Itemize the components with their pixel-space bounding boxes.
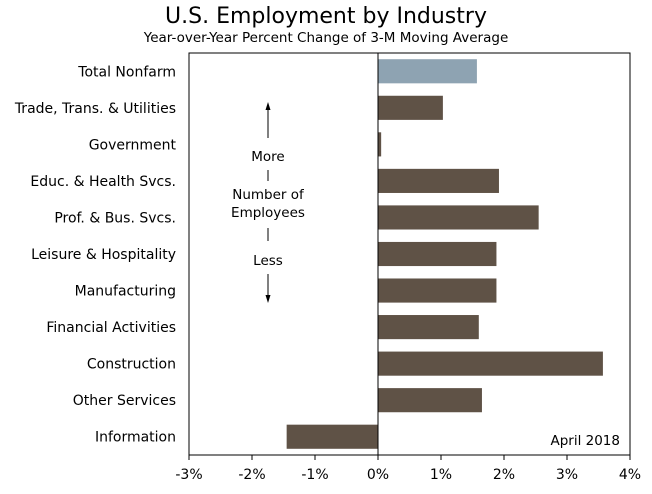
bar-trade-trans-utilities xyxy=(378,95,443,120)
x-tick-label: -3% xyxy=(175,467,202,483)
arrow-down-icon xyxy=(265,295,271,303)
category-label: Leisure & Hospitality xyxy=(31,247,176,263)
annotation-less: Less xyxy=(253,253,283,269)
category-label: Construction xyxy=(87,357,176,373)
employee-size-annotation: More Number of Employees Less xyxy=(231,102,305,303)
bar-government xyxy=(378,132,382,157)
bar-leisure-hospitality xyxy=(378,241,497,267)
x-tick-label: 0% xyxy=(367,467,389,483)
category-label: Trade, Trans. & Utilities xyxy=(14,101,176,117)
bar-prof-bus-svcs xyxy=(378,205,539,230)
category-label: Information xyxy=(95,430,176,446)
annotation-number-of: Number of xyxy=(232,187,305,203)
annotation-employees: Employees xyxy=(231,205,305,221)
category-label: Other Services xyxy=(73,393,176,409)
x-tick-label: 3% xyxy=(556,467,578,483)
x-tick-label: -1% xyxy=(301,467,328,483)
x-axis-ticks: -3% -2% -1% 0% 1% 2% 3% 4% xyxy=(175,455,641,483)
chart-subtitle: Year-over-Year Percent Change of 3-M Mov… xyxy=(143,30,509,46)
x-tick-label: 2% xyxy=(493,467,515,483)
bar-information xyxy=(286,424,378,449)
bar-other-services xyxy=(378,388,482,413)
bar-total-nonfarm xyxy=(378,59,477,84)
date-label: April 2018 xyxy=(550,433,620,449)
bar-manufacturing xyxy=(378,278,497,303)
category-label: Government xyxy=(89,137,177,153)
category-labels: Total Nonfarm Trade, Trans. & Utilities Go… xyxy=(14,64,177,445)
bar-series xyxy=(286,59,603,449)
x-tick-label: 1% xyxy=(430,467,452,483)
arrow-up-icon xyxy=(265,102,271,110)
x-tick-label: 4% xyxy=(619,467,641,483)
category-label: Prof. & Bus. Svcs. xyxy=(54,210,176,226)
category-label: Educ. & Health Svcs. xyxy=(30,174,176,190)
category-label: Total Nonfarm xyxy=(77,64,176,80)
bar-construction xyxy=(378,351,603,376)
x-tick-label: -2% xyxy=(238,467,265,483)
bar-educ-health-svcs xyxy=(378,168,499,193)
category-label: Manufacturing xyxy=(75,284,176,300)
annotation-more: More xyxy=(251,149,284,165)
bar-financial-activities xyxy=(378,315,479,340)
chart-title: U.S. Employment by Industry xyxy=(165,4,487,29)
category-label: Financial Activities xyxy=(46,320,176,336)
plot-frame xyxy=(188,52,631,456)
